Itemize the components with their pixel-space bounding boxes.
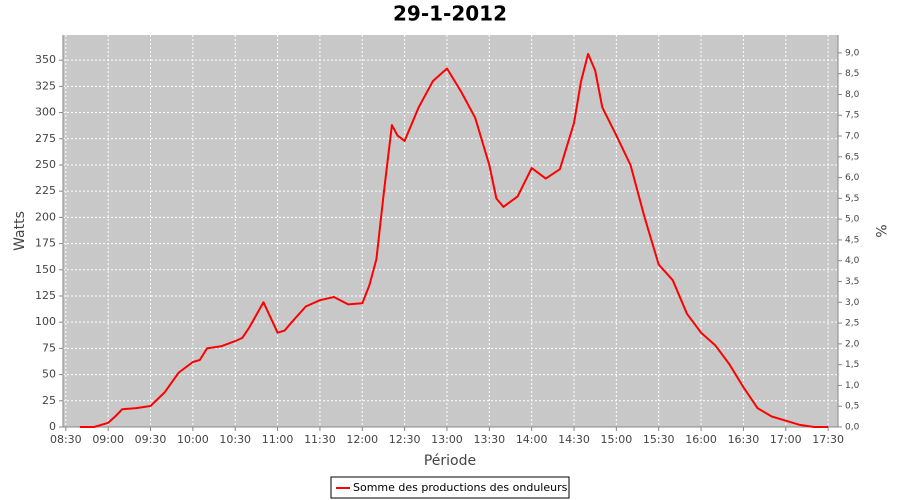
y2-tick-label: 7,0 — [845, 132, 860, 142]
y2-tick-label: 8,0 — [845, 90, 860, 100]
y2-tick-label: 9,0 — [845, 48, 860, 58]
x-tick-label: 12:00 — [346, 433, 378, 446]
y-tick-label: 275 — [35, 132, 56, 145]
y-axis-label: Watts — [12, 211, 28, 251]
y2-tick-label: 4,5 — [845, 235, 859, 245]
x-tick-label: 12:30 — [389, 433, 421, 446]
y2-tick-label: 1,0 — [845, 381, 860, 391]
y-tick-label: 250 — [35, 158, 56, 171]
y-tick-label: 25 — [42, 394, 56, 407]
x-tick-label: 16:30 — [728, 433, 760, 446]
x-axis-label: Période — [424, 453, 476, 469]
y-tick-label: 300 — [35, 106, 56, 119]
x-tick-label: 13:30 — [473, 433, 505, 446]
x-tick-label: 14:30 — [558, 433, 590, 446]
y2-axis-label: % — [872, 224, 888, 237]
legend — [330, 476, 570, 499]
x-tick-label: 10:30 — [219, 433, 251, 446]
x-tick-label: 13:00 — [431, 433, 463, 446]
x-tick-label: 17:30 — [812, 433, 844, 446]
y2-tick-label: 6,5 — [845, 152, 859, 162]
x-tick-label: 17:00 — [770, 433, 802, 446]
y2-tick-label: 7,5 — [845, 111, 859, 121]
y2-tick-label: 2,0 — [845, 339, 860, 349]
y-tick-label: 200 — [35, 210, 56, 223]
x-tick-label: 11:00 — [262, 433, 294, 446]
y-tick-label: 350 — [35, 53, 56, 66]
y2-tick-label: 0,5 — [845, 402, 859, 412]
legend-label: Somme des productions des onduleurs — [353, 481, 568, 494]
x-tick-label: 14:00 — [516, 433, 548, 446]
y-tick-label: 225 — [35, 184, 56, 197]
y-tick-label: 50 — [42, 368, 56, 381]
x-tick-label: 09:30 — [135, 433, 167, 446]
x-tick-label: 16:00 — [685, 433, 717, 446]
y2-tick-label: 3,5 — [845, 277, 859, 287]
y-tick-label: 175 — [35, 237, 56, 250]
y-tick-label: 150 — [35, 263, 56, 276]
plot-area — [63, 35, 838, 427]
y-tick-label: 0 — [49, 420, 56, 433]
y-tick-label: 125 — [35, 289, 56, 302]
y2-tick-label: 6,0 — [845, 173, 860, 183]
data-line — [79, 52, 829, 428]
x-tick-label: 11:30 — [304, 433, 336, 446]
x-tick-label: 09:00 — [92, 433, 124, 446]
y2-tick-label: 5,5 — [845, 194, 859, 204]
x-tick-label: 15:30 — [643, 433, 675, 446]
y2-tick-label: 2,5 — [845, 319, 859, 329]
y-tick-label: 75 — [42, 341, 56, 354]
x-tick-label: 15:00 — [601, 433, 633, 446]
y2-tick-label: 1,5 — [845, 360, 859, 370]
x-tick-label: 08:30 — [50, 433, 82, 446]
y2-tick-label: 3,0 — [845, 298, 860, 308]
chart-title: 29-1-2012 — [393, 2, 507, 26]
y2-tick-label: 5,0 — [845, 215, 860, 225]
y2-tick-label: 4,0 — [845, 256, 860, 266]
x-tick-label: 10:00 — [177, 433, 209, 446]
y-tick-label: 325 — [35, 79, 56, 92]
y2-tick-label: 8,5 — [845, 69, 859, 79]
y-tick-label: 100 — [35, 315, 56, 328]
y2-tick-label: 0,0 — [845, 423, 860, 433]
